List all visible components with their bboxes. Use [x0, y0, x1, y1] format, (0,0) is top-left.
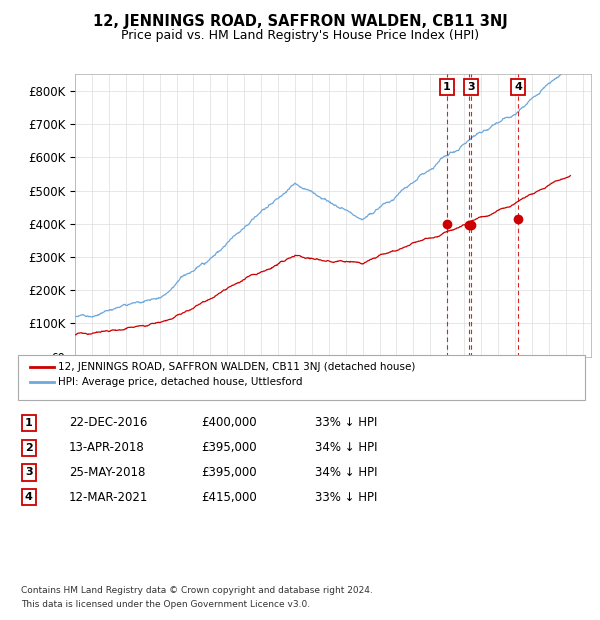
Text: £400,000: £400,000 — [201, 417, 257, 429]
Text: 4: 4 — [25, 492, 33, 502]
Text: 33% ↓ HPI: 33% ↓ HPI — [315, 417, 377, 429]
Text: Price paid vs. HM Land Registry's House Price Index (HPI): Price paid vs. HM Land Registry's House … — [121, 30, 479, 42]
Text: £395,000: £395,000 — [201, 441, 257, 454]
Text: 12, JENNINGS ROAD, SAFFRON WALDEN, CB11 3NJ (detached house): 12, JENNINGS ROAD, SAFFRON WALDEN, CB11 … — [58, 362, 416, 372]
Text: 34% ↓ HPI: 34% ↓ HPI — [315, 441, 377, 454]
Text: 12-MAR-2021: 12-MAR-2021 — [69, 491, 148, 503]
Text: 33% ↓ HPI: 33% ↓ HPI — [315, 491, 377, 503]
Text: 13-APR-2018: 13-APR-2018 — [69, 441, 145, 454]
Text: 3: 3 — [467, 82, 475, 92]
Text: HPI: Average price, detached house, Uttlesford: HPI: Average price, detached house, Uttl… — [58, 377, 303, 387]
Text: 4: 4 — [514, 82, 522, 92]
Text: 1: 1 — [443, 82, 451, 92]
Text: Contains HM Land Registry data © Crown copyright and database right 2024.: Contains HM Land Registry data © Crown c… — [21, 586, 373, 595]
Text: 2: 2 — [25, 443, 32, 453]
Text: 34% ↓ HPI: 34% ↓ HPI — [315, 466, 377, 479]
Text: 22-DEC-2016: 22-DEC-2016 — [69, 417, 148, 429]
Text: £395,000: £395,000 — [201, 466, 257, 479]
Text: This data is licensed under the Open Government Licence v3.0.: This data is licensed under the Open Gov… — [21, 600, 310, 609]
Text: 25-MAY-2018: 25-MAY-2018 — [69, 466, 145, 479]
Text: 1: 1 — [25, 418, 32, 428]
Text: 3: 3 — [25, 467, 32, 477]
Text: 12, JENNINGS ROAD, SAFFRON WALDEN, CB11 3NJ: 12, JENNINGS ROAD, SAFFRON WALDEN, CB11 … — [92, 14, 508, 29]
Text: £415,000: £415,000 — [201, 491, 257, 503]
